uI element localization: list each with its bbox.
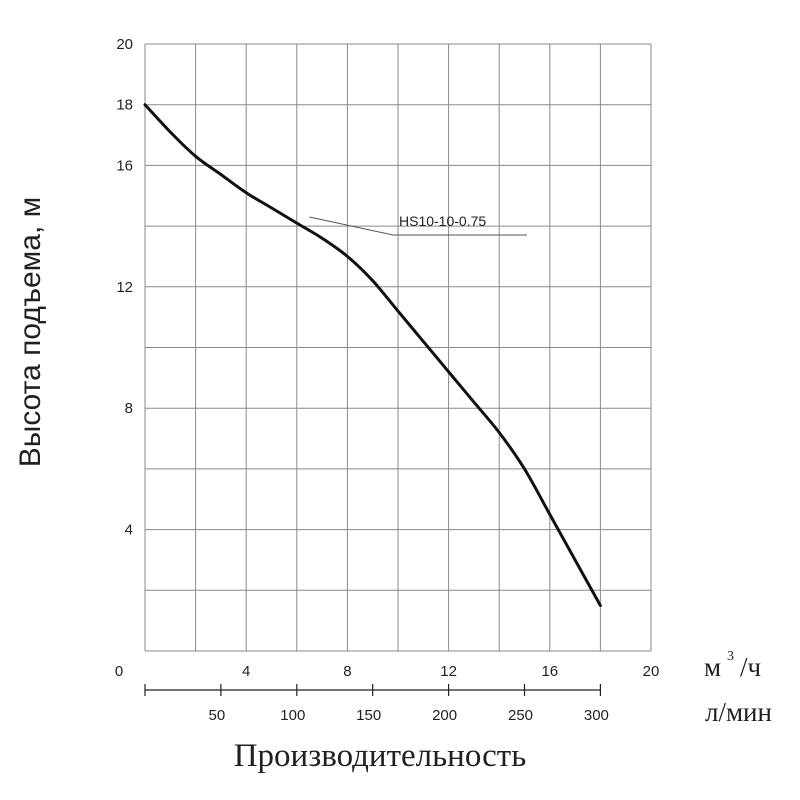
annotation-leader-line [309,216,527,236]
x-axis-unit-primary: м 3 /ч [704,649,761,682]
x2-tick-label: 150 [356,707,381,724]
x2-tick-label: 250 [508,707,533,724]
axes [144,684,602,696]
unit-superscript: 3 [727,649,734,664]
x-tick-label: 12 [440,663,457,680]
x-tick-label: 8 [343,663,351,680]
x-tick-label: 20 [643,663,660,680]
y-tick-label: 12 [116,279,133,296]
x2-tick-label: 50 [209,707,226,724]
x-axis-unit-secondary: л/мин [705,697,772,727]
unit-m: м [704,652,721,682]
y-tick-label: 18 [116,97,133,114]
x2-tick-label: 100 [280,707,305,724]
x2-tick-label: 300 [584,707,609,724]
y-tick-label: 16 [116,157,133,174]
annotations: HS10-10-0.75 [309,213,527,236]
y-tick-label: 20 [116,36,133,53]
tick-labels: 20 18 16 12 8 4 0 4 8 12 16 20 50 100 150 200 250 300 [115,36,660,724]
x-tick-label: 16 [541,663,558,680]
x-axis-label: Производительность [234,738,527,774]
x-tick-label: 0 [115,663,123,680]
grid [144,43,652,652]
x-tick-label: 4 [242,663,250,680]
y-tick-label: 8 [125,400,133,417]
y-tick-label: 4 [125,522,133,539]
unit-per-hour: /ч [740,652,761,682]
y-axis-label: Высота подъема, м [14,197,47,468]
series-line-hs10-10-0-75 [143,103,602,607]
x2-tick-label: 200 [432,707,457,724]
svg-text:м: м [704,652,721,682]
series [143,103,602,607]
annotation-label: HS10-10-0.75 [399,213,486,229]
